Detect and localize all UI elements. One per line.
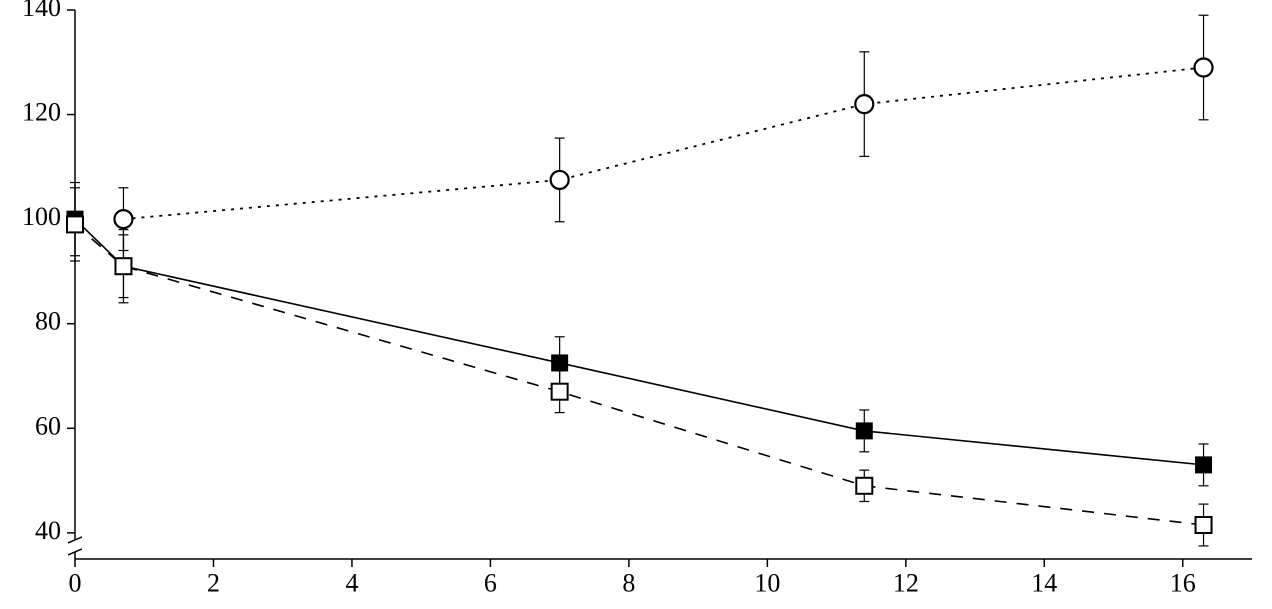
errorbars-layer [70, 15, 1209, 546]
marker-open_square [856, 478, 872, 494]
x-tick-label: 16 [1170, 569, 1196, 598]
series-line-filled_square [75, 219, 1204, 465]
y-tick-label: 140 [22, 0, 61, 22]
y-tick-label: 40 [35, 516, 61, 545]
marker-filled_square [1196, 457, 1212, 473]
series-line-open_square [75, 224, 1204, 525]
series-line-open_circle [123, 68, 1203, 220]
marker-open_square [115, 258, 131, 274]
x-tick-label: 0 [69, 569, 82, 598]
line-chart: 40 60 80 100 120 140 0 2 4 6 8 10 12 14 16 [0, 0, 1272, 609]
marker-filled_square [552, 355, 568, 371]
marker-open_square [67, 216, 83, 232]
x-tick-label: 10 [754, 569, 780, 598]
marker-open_circle [551, 171, 569, 189]
marker-filled_square [856, 423, 872, 439]
marker-open_circle [1195, 59, 1213, 77]
marker-open_square [552, 384, 568, 400]
y-tick-label: 60 [35, 411, 61, 440]
x-tick-label: 2 [207, 569, 220, 598]
y-tick-label: 120 [22, 98, 61, 127]
lines-layer [75, 68, 1204, 526]
x-tick-label: 14 [1031, 569, 1057, 598]
x-tick-label: 8 [622, 569, 635, 598]
x-tick-label: 6 [484, 569, 497, 598]
marker-open_square [1196, 517, 1212, 533]
y-tick-label: 80 [35, 307, 61, 336]
markers-layer [67, 59, 1213, 534]
x-tick-label: 12 [893, 569, 919, 598]
y-tick-label: 100 [22, 202, 61, 231]
marker-open_circle [855, 95, 873, 113]
marker-open_circle [114, 210, 132, 228]
x-tick-label: 4 [345, 569, 358, 598]
